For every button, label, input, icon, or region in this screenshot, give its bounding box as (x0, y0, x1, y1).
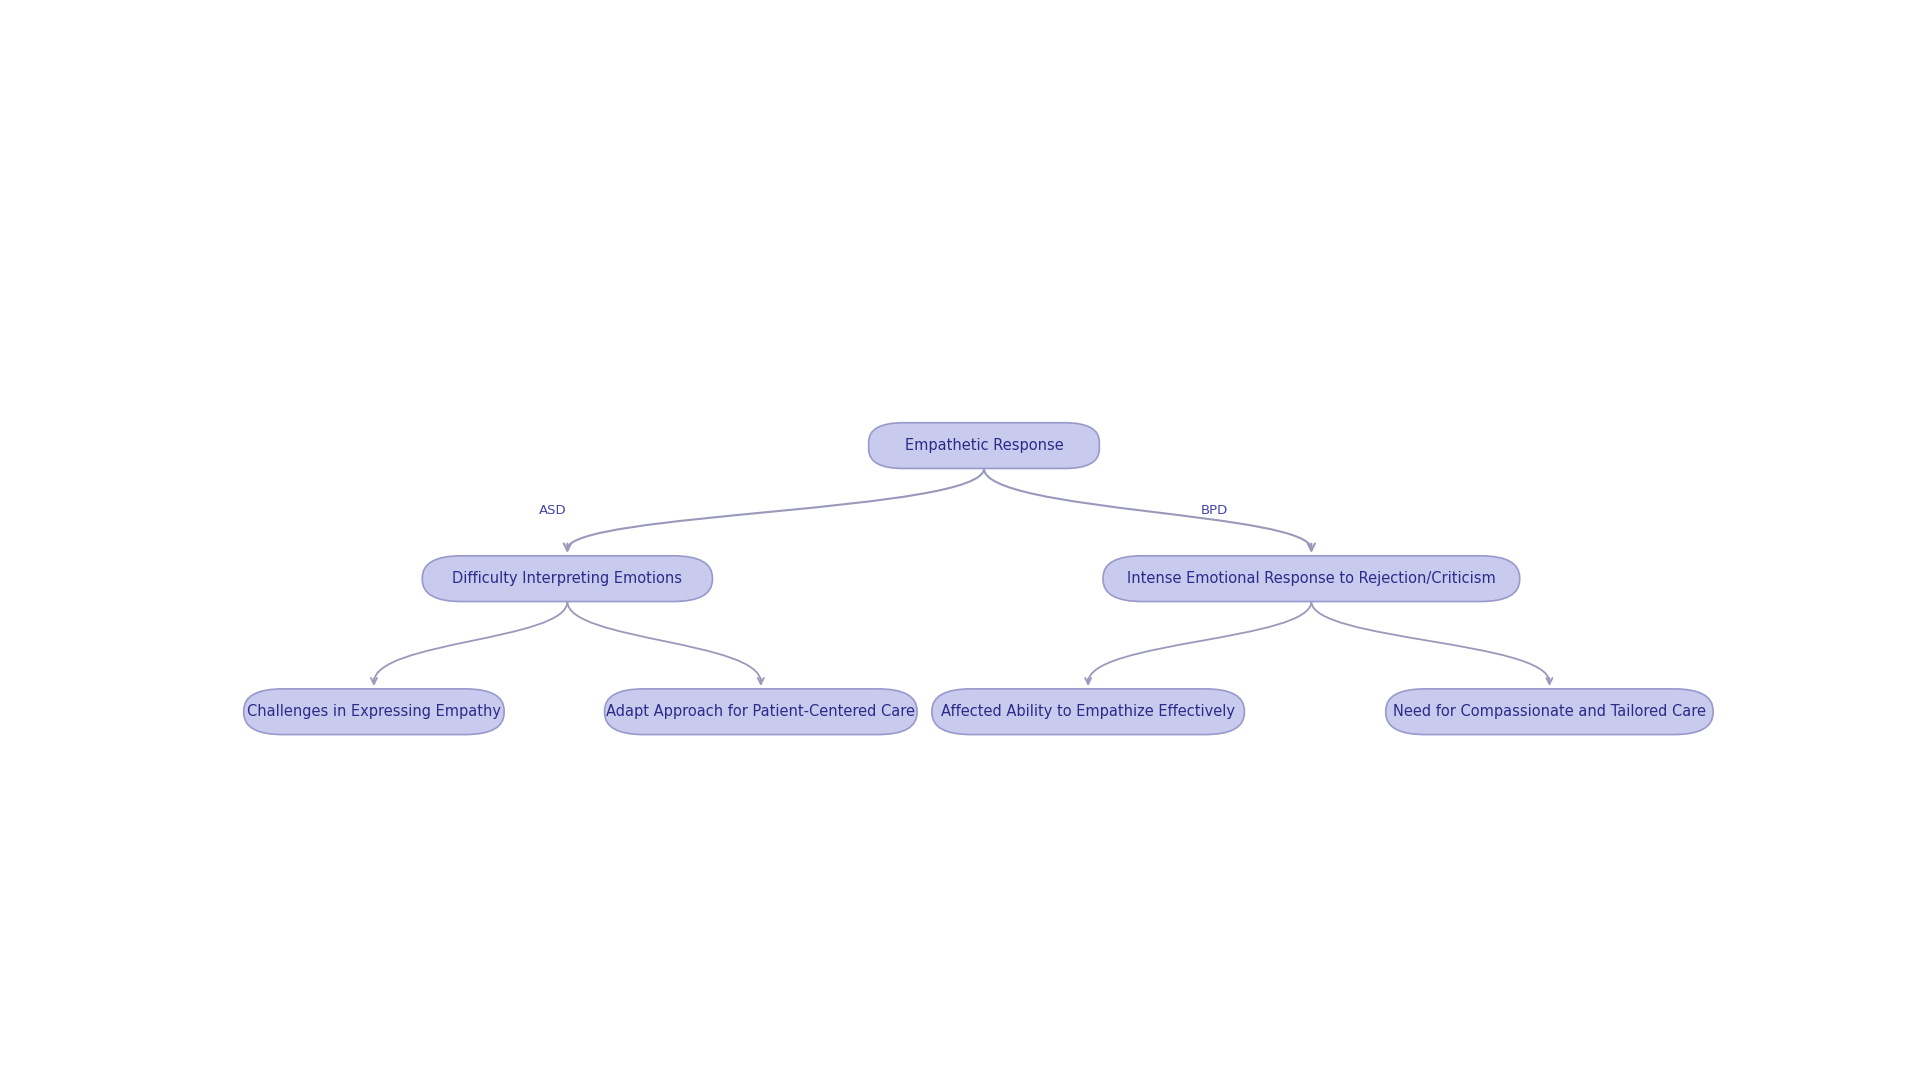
FancyBboxPatch shape (931, 689, 1244, 734)
FancyBboxPatch shape (1102, 556, 1521, 602)
FancyBboxPatch shape (1386, 689, 1713, 734)
FancyBboxPatch shape (422, 556, 712, 602)
FancyBboxPatch shape (868, 422, 1100, 469)
Text: Empathetic Response: Empathetic Response (904, 438, 1064, 454)
Text: BPD: BPD (1202, 503, 1229, 516)
Text: Challenges in Expressing Empathy: Challenges in Expressing Empathy (248, 704, 501, 719)
Text: Affected Ability to Empathize Effectively: Affected Ability to Empathize Effectivel… (941, 704, 1235, 719)
Text: Difficulty Interpreting Emotions: Difficulty Interpreting Emotions (453, 571, 682, 586)
FancyBboxPatch shape (244, 689, 505, 734)
Text: Need for Compassionate and Tailored Care: Need for Compassionate and Tailored Care (1392, 704, 1707, 719)
Text: Intense Emotional Response to Rejection/Criticism: Intense Emotional Response to Rejection/… (1127, 571, 1496, 586)
FancyBboxPatch shape (605, 689, 918, 734)
Text: Adapt Approach for Patient-Centered Care: Adapt Approach for Patient-Centered Care (607, 704, 916, 719)
Text: ASD: ASD (540, 503, 566, 516)
